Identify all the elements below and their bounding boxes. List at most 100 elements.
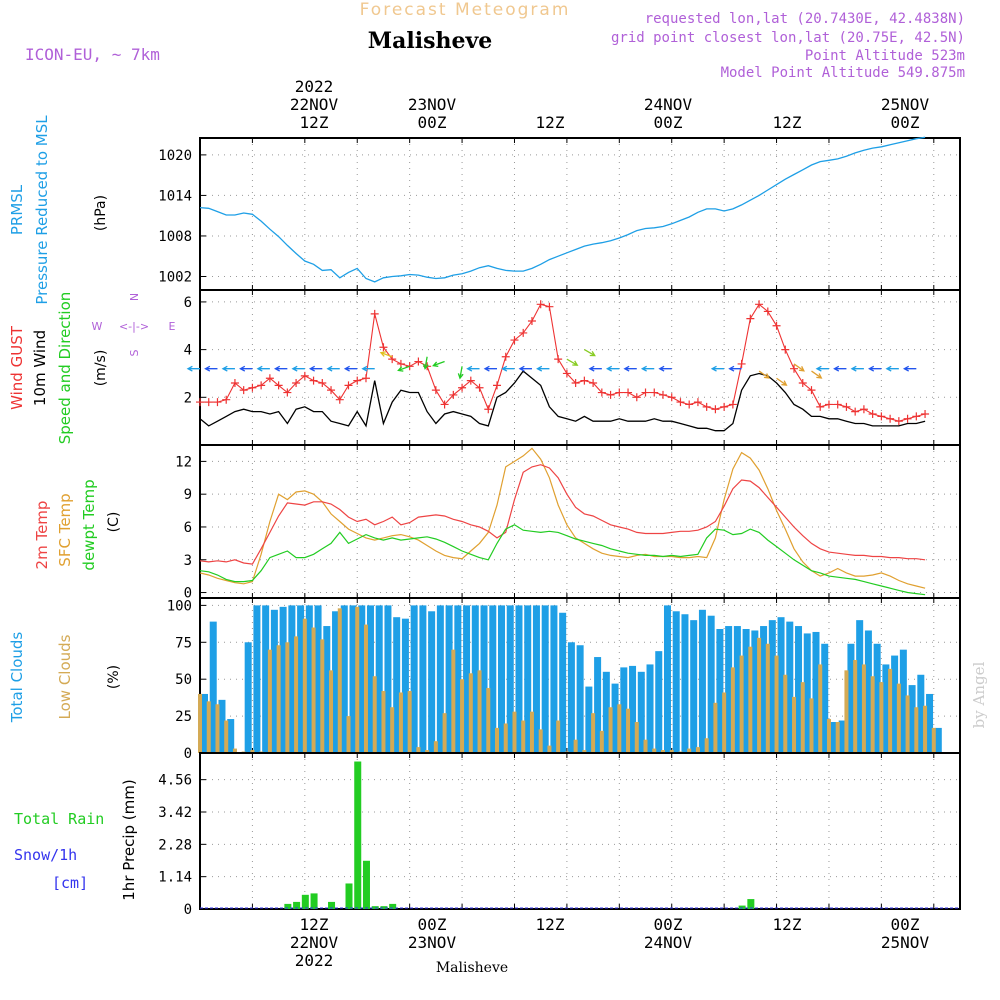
gust-marker [886, 414, 895, 423]
low-cloud-bar [809, 698, 814, 753]
total-cloud-bar [305, 605, 313, 753]
gust-marker [196, 398, 204, 407]
gust-marker [213, 398, 222, 407]
total-cloud-bar [288, 605, 296, 753]
top-hour-label: 00Z [654, 113, 683, 132]
low-cloud-bar [477, 670, 482, 753]
total-cloud-bar [829, 722, 837, 753]
wind-direction-arrow-icon [776, 377, 788, 386]
bottom-time-axis: 12Z 22NOV 2022 00Z 23NOV 12Z 00Z 24NOV 1… [290, 915, 930, 976]
low-cloud-bar [198, 693, 202, 753]
panel-frame [199, 752, 961, 910]
total-cloud-bar [393, 617, 401, 753]
total-cloud-bar [803, 633, 811, 753]
top-hour-label: 12Z [773, 113, 802, 132]
gust-marker [370, 309, 379, 318]
wind-direction-arrow-icon [902, 365, 917, 372]
total-cloud-bar [489, 605, 497, 753]
temp-panel-labels: 2m Temp SFC Temp dewpt Temp (C) [33, 479, 122, 570]
y-tick-label: 1014 [158, 188, 192, 204]
top-date-label: 23NOV [408, 95, 457, 114]
low-cloud-bar [844, 670, 849, 753]
wind-direction-arrow-icon [793, 363, 805, 372]
forecast-title: Forecast Meteogram [360, 0, 571, 20]
gust-marker [772, 321, 781, 330]
total-cloud-bar [873, 643, 881, 753]
y-tick-label: 50 [175, 672, 192, 688]
y-tick-label: 0 [184, 902, 192, 918]
precip-panel-labels: Total Rain Snow/1h [cm] 1hr Precip (mm) [14, 779, 138, 900]
gust-marker [248, 383, 257, 392]
low-cloud-bar [660, 750, 665, 753]
wind-direction-arrow-icon [308, 365, 323, 372]
wind-direction-arrow-icon [483, 365, 498, 372]
top-date-label: 24NOV [644, 95, 693, 114]
gust-marker [545, 302, 554, 311]
wind-direction-arrow-icon [432, 360, 445, 368]
low-cloud-bar [460, 679, 465, 753]
gust-marker [536, 300, 545, 309]
total-cloud-bar [340, 605, 348, 753]
gust-marker [562, 369, 571, 378]
wind-direction-arrow-icon [868, 365, 882, 372]
y-tick-label: 4.56 [158, 773, 192, 789]
bottom-hour-label: 00Z [891, 915, 920, 934]
wind-direction-arrow-icon [536, 365, 550, 372]
gust-marker [571, 379, 580, 387]
wind-direction-arrow-icon [885, 365, 899, 372]
gust-marker [204, 398, 213, 407]
pressure-unit: (hPa) [93, 195, 109, 231]
wind-direction-arrow-icon [204, 365, 218, 372]
gust-marker [632, 393, 641, 402]
temperature-panel: 0 3 6 9 12 [175, 444, 961, 602]
bottom-year-label: 2022 [295, 951, 334, 970]
bottom-date-label: 25NOV [881, 933, 930, 952]
y-tick-label: 6 [184, 520, 192, 536]
gust-marker [597, 388, 606, 397]
low-cloud-bar [495, 727, 500, 753]
total-cloud-bar [524, 605, 532, 753]
total-cloud-bar [323, 626, 331, 753]
gust-marker [798, 379, 807, 387]
low-cloud-bar [695, 747, 700, 753]
total-cloud-bar [550, 605, 558, 753]
gust-marker [510, 336, 519, 345]
low-cloud-bar [294, 636, 299, 753]
top-hour-label: 00Z [891, 113, 920, 132]
gust-marker [781, 345, 790, 354]
low-cloud-bar [617, 704, 622, 753]
gust-marker [702, 402, 711, 411]
low-cloud-bar [337, 608, 342, 753]
gust-marker [824, 400, 833, 409]
low-cloud-bar [730, 667, 735, 753]
total-cloud-bar [926, 693, 934, 753]
low-cloud-bar [538, 729, 543, 753]
low-cloud-bar [757, 637, 762, 753]
low-cloud-bar [582, 750, 587, 753]
rain-bar [310, 893, 318, 909]
gust-marker [309, 376, 318, 385]
low-cloud-bar [355, 606, 360, 753]
low-cloud-bar [652, 748, 657, 753]
compass-n: N [128, 293, 141, 301]
low-cloud-bar [923, 705, 928, 753]
gust-marker [816, 402, 825, 411]
bottom-hour-label: 00Z [418, 915, 447, 934]
gust-marker [458, 383, 467, 392]
total-cloud-bar [262, 605, 270, 753]
total-cloud-bar [279, 606, 287, 753]
wind-direction-arrow-icon [361, 365, 375, 372]
snow-unit: [cm] [52, 874, 88, 892]
wind-direction-arrow-icon [291, 365, 305, 372]
wind-direction-arrow-icon [584, 349, 596, 357]
sfc-temp-line [199, 447, 926, 589]
low-cloud-bar [285, 642, 290, 753]
panel-frame [199, 444, 961, 599]
wind-direction-arrow-icon [623, 365, 637, 372]
low-cloud-bar [608, 707, 613, 753]
y-tick-label: 3.42 [158, 805, 192, 821]
gust-marker [641, 388, 650, 397]
low-cloud-bar [416, 747, 421, 753]
gust-marker [763, 307, 772, 316]
rain-bar [362, 860, 370, 909]
